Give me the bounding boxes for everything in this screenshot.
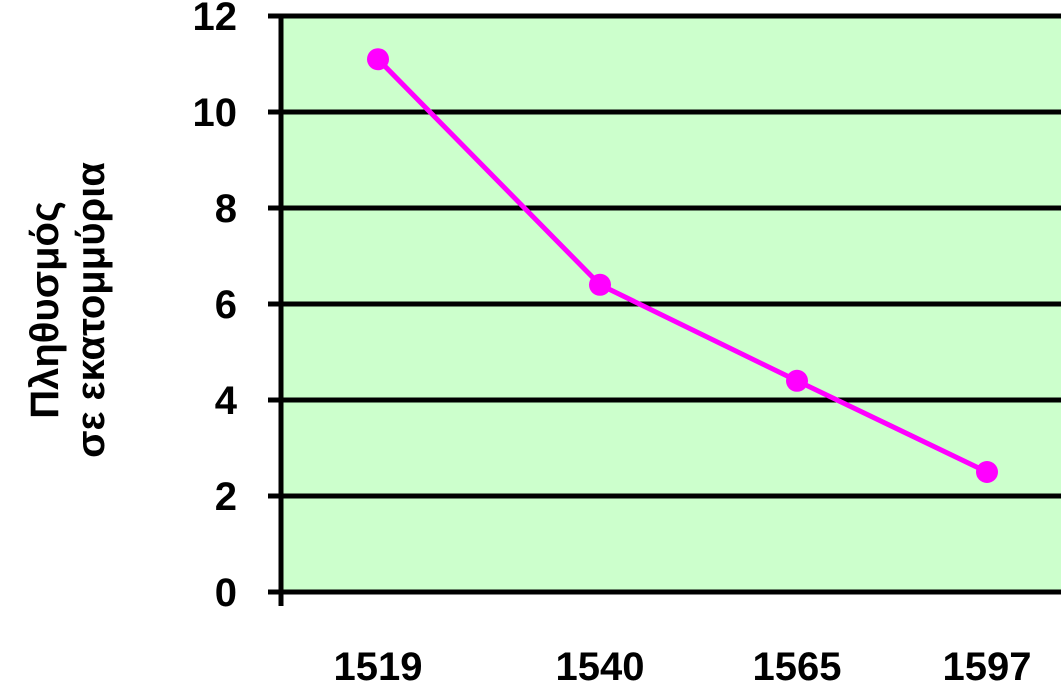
- x-tick-label-1540: 1540: [556, 645, 645, 683]
- y-tick-label-8: 8: [215, 187, 237, 231]
- gridlines: [268, 13, 1061, 499]
- data-point-1597: [976, 461, 998, 483]
- y-tick-label-2: 2: [215, 475, 237, 519]
- y-tick-label-0: 0: [215, 571, 237, 615]
- y-tick-label-4: 4: [215, 379, 238, 423]
- y-axis-title-line-1: Πληθυσμός: [23, 201, 67, 419]
- series-layer: [367, 48, 998, 483]
- x-tick-label-1597: 1597: [943, 645, 1032, 683]
- x-tick-labels: 1519 1540 1565 1597: [334, 645, 1032, 683]
- data-point-1540: [589, 273, 611, 296]
- x-tick-label-1565: 1565: [753, 645, 842, 683]
- y-axis-title-line-2: σε εκατομμύρια: [69, 162, 113, 458]
- series-line-0: [376, 57, 989, 475]
- y-tick-label-12: 12: [193, 0, 238, 39]
- x-tick-label-1519: 1519: [334, 645, 423, 683]
- y-tick-label-6: 6: [215, 283, 237, 327]
- data-point-1519: [367, 48, 389, 71]
- y-tick-label-10: 10: [193, 91, 238, 135]
- y-axis-title: Πληθυσμός σε εκατομμύρια: [23, 162, 113, 458]
- data-point-1565: [786, 369, 808, 392]
- axes: [268, 14, 1061, 606]
- y-tick-labels: 0 2 4 6 8 10 12: [193, 0, 238, 615]
